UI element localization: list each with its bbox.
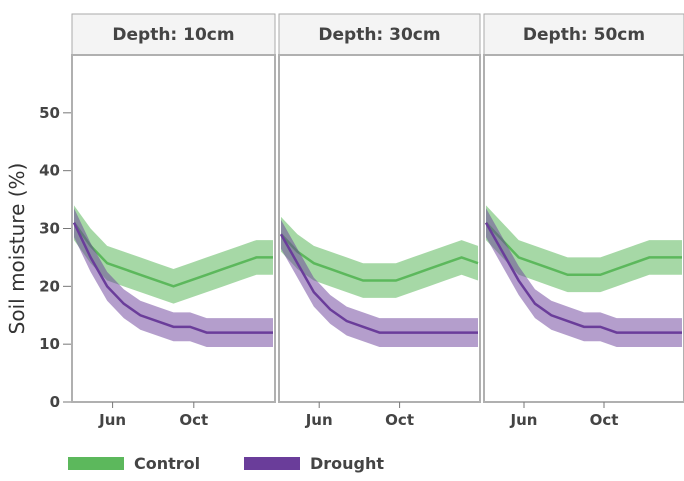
series-line-control	[280, 233, 479, 282]
series-line-drought	[279, 233, 478, 334]
x-tick-label: Oct	[385, 411, 414, 429]
y-tick-label: 30	[39, 220, 60, 238]
series-band-control	[281, 216, 478, 298]
panel-title: Depth: 30cm	[318, 25, 440, 45]
x-tick-label: Oct	[179, 411, 208, 429]
legend-label-control: Control	[134, 454, 200, 473]
panel-frame	[483, 54, 684, 403]
y-tick-label: 20	[39, 277, 60, 295]
y-tick-label: 10	[39, 335, 60, 353]
panel-title: Depth: 10cm	[112, 25, 234, 45]
series-band-drought	[281, 219, 478, 348]
y-tick-label: 50	[39, 104, 60, 122]
series-band-drought	[486, 208, 682, 348]
legend-swatch-drought	[244, 457, 300, 470]
series-band-control	[74, 205, 273, 304]
panel-3: Depth: 50cm Jun Oct	[483, 13, 684, 429]
series-line-drought	[72, 222, 273, 334]
y-tick-label: 0	[50, 393, 60, 411]
x-tick-label: Jun	[510, 411, 538, 429]
legend-swatch-control	[68, 457, 124, 470]
legend: Control Drought	[68, 454, 384, 473]
series-band-drought	[74, 208, 273, 348]
x-tick-label: Jun	[98, 411, 126, 429]
panel-strip	[483, 13, 684, 56]
x-tick-label: Jun	[305, 411, 333, 429]
panel-strip	[278, 13, 481, 56]
x-tick-label: Oct	[590, 411, 619, 429]
panel-title: Depth: 50cm	[523, 25, 645, 45]
panel-2: Depth: 30cm Jun Oct	[278, 13, 481, 429]
series-line-control	[72, 221, 273, 288]
panel-frame	[71, 54, 276, 403]
panel-frame	[278, 54, 481, 403]
series-line-drought	[484, 222, 682, 334]
series-band-control	[486, 205, 682, 293]
y-axis-label: Soil moisture (%)	[5, 163, 29, 335]
series-line-control	[485, 221, 682, 277]
y-tick-label: 40	[39, 162, 60, 180]
panel-1: Depth: 10cm Jun Oct	[71, 13, 276, 429]
legend-label-drought: Drought	[310, 454, 384, 473]
